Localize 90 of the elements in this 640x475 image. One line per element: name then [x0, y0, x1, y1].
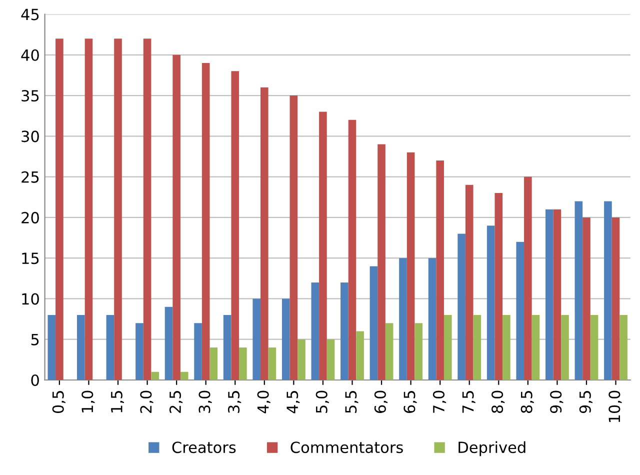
bar [77, 314, 85, 380]
bar [180, 372, 188, 380]
bar [239, 347, 247, 380]
x-tick-label: 8,5 [520, 391, 534, 413]
bar [612, 217, 620, 380]
bar [574, 201, 583, 380]
bar [268, 347, 276, 380]
bar [56, 38, 64, 380]
bar [231, 71, 240, 380]
x-tick-label: 10,0 [608, 390, 622, 422]
x-tick-label: 6,0 [374, 390, 388, 413]
y-tick-label: 5 [31, 334, 39, 346]
y-tick-label: 10 [22, 293, 39, 305]
x-tick-label: 6,5 [404, 391, 417, 413]
bar [561, 314, 569, 380]
x-tick-label: 7,0 [432, 390, 446, 413]
bar [223, 314, 232, 380]
bar [444, 314, 452, 380]
bar [502, 314, 510, 380]
bar [252, 298, 260, 380]
bar [202, 63, 210, 380]
x-tick-label: 4,0 [257, 390, 270, 414]
bar [311, 282, 320, 380]
bar [172, 54, 180, 380]
x-tick-label: 5,0 [316, 390, 329, 413]
bar [282, 298, 290, 380]
y-tick-label: 45 [21, 8, 39, 20]
x-tick-label: 9,0 [550, 390, 564, 414]
bar [378, 144, 386, 380]
bar [48, 314, 56, 380]
bar [290, 96, 298, 380]
bar [84, 38, 93, 380]
legend-label: Creators [172, 442, 236, 454]
bar [210, 347, 218, 380]
bar [106, 314, 114, 380]
bar [516, 242, 524, 380]
bar [260, 87, 268, 380]
bar [348, 120, 356, 380]
x-tick-label: 2,5 [169, 391, 183, 413]
bar [532, 314, 540, 380]
bar [298, 339, 306, 380]
x-tick-label: 5,5 [345, 391, 358, 413]
bar [486, 226, 495, 380]
bar [326, 339, 335, 380]
bar [582, 217, 590, 380]
x-tick-label: 9,5 [579, 391, 592, 414]
bar [428, 258, 436, 380]
bar [399, 258, 407, 380]
bar [370, 266, 378, 380]
y-tick-label: 20 [22, 212, 39, 224]
bar [340, 282, 348, 380]
bar [136, 323, 144, 380]
bar [545, 209, 554, 380]
legend-label: Deprived [458, 441, 526, 456]
x-tick-label: 4,5 [286, 391, 300, 414]
x-tick-label: 8,0 [492, 390, 505, 413]
bar [458, 234, 466, 380]
bar [164, 306, 173, 380]
bar [524, 176, 532, 380]
bar [385, 323, 394, 380]
bar [436, 160, 444, 380]
y-tick-label: 35 [22, 90, 39, 102]
bar [494, 193, 503, 380]
y-tick-label: 0 [31, 374, 39, 386]
y-tick-label: 40 [21, 49, 39, 61]
x-tick-label: 1,0 [82, 390, 95, 412]
bar [151, 372, 159, 380]
y-tick-label: 30 [22, 130, 39, 142]
x-tick-label: 0,5 [52, 391, 66, 414]
x-tick-label: 3,0 [198, 390, 212, 413]
x-tick-label: 1,5 [111, 391, 124, 412]
x-tick-label: 7,5 [462, 391, 476, 413]
legend-label: Commentators [290, 442, 403, 454]
bar [465, 184, 474, 380]
bar [406, 152, 415, 380]
bar [143, 38, 152, 380]
y-tick-label: 15 [22, 252, 39, 264]
bar [590, 314, 598, 380]
bar [473, 314, 482, 380]
bar [620, 314, 628, 380]
bar [553, 209, 562, 380]
y-tick-label: 25 [22, 171, 39, 183]
bar [319, 112, 327, 380]
bar [356, 331, 364, 380]
bar [604, 201, 612, 380]
bar [414, 323, 423, 380]
x-tick-label: 2,0 [140, 390, 154, 413]
bar [194, 323, 202, 380]
x-tick-label: 3,5 [228, 391, 242, 413]
bar [114, 38, 122, 380]
